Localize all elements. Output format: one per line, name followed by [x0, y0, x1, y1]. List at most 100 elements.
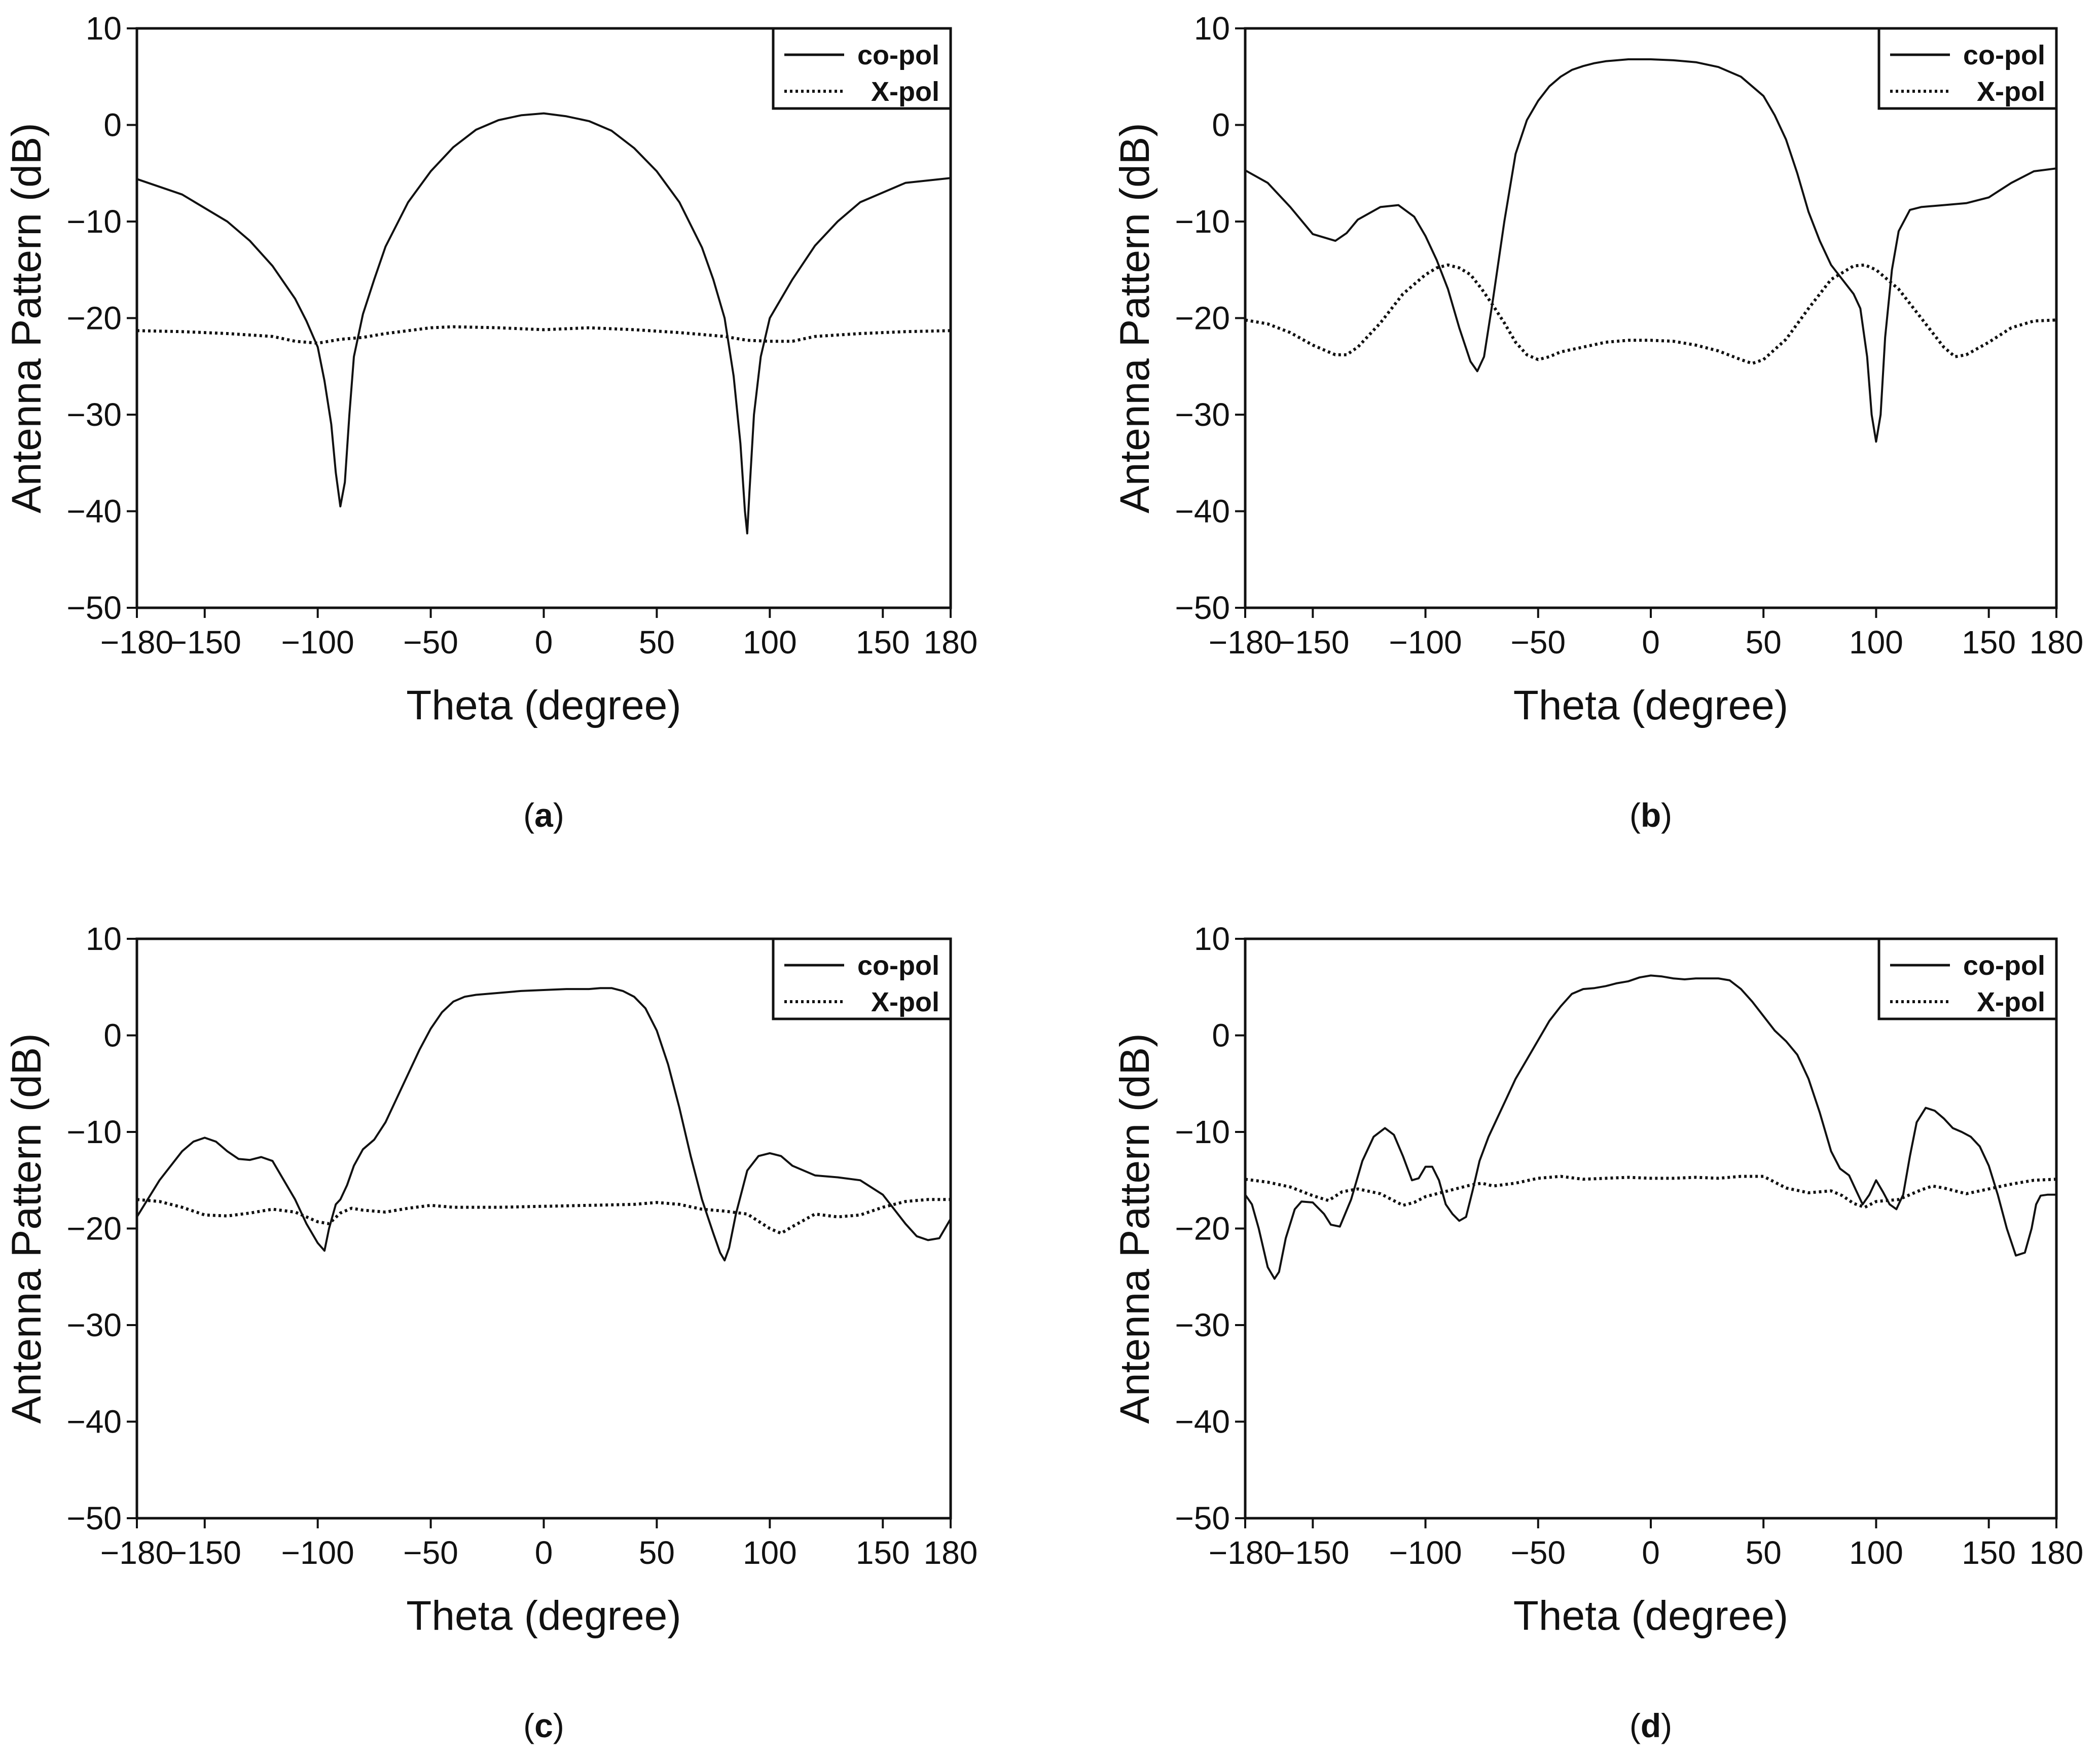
- panel-caption: (a): [523, 796, 564, 834]
- y-tick-label: −30: [66, 396, 122, 433]
- x-tick-label: −150: [1276, 1534, 1349, 1571]
- x-axis-title: Theta (degree): [1513, 1593, 1788, 1639]
- y-tick-label: −20: [1175, 1211, 1230, 1247]
- y-tick-label: −20: [1175, 300, 1230, 337]
- x-tick-label: −50: [1510, 624, 1566, 661]
- legend-box: [772, 27, 952, 110]
- x-tick-label: 180: [924, 1534, 978, 1571]
- y-tick-label: −50: [1175, 590, 1230, 626]
- y-tick-label: −50: [66, 590, 122, 626]
- y-tick-label: 0: [103, 107, 122, 143]
- x-tick-label: −50: [403, 624, 458, 661]
- x-tick-label: −100: [1389, 1534, 1462, 1571]
- x-tick-label: 100: [743, 1534, 797, 1571]
- x-tick-label: −50: [1510, 1534, 1566, 1571]
- legend-box: [1877, 937, 2058, 1020]
- x-tick-label: 50: [639, 1534, 675, 1571]
- y-tick-label: −10: [1175, 1114, 1230, 1150]
- series-line-x-pol: [137, 1198, 951, 1235]
- y-tick-label: −40: [1175, 1404, 1230, 1440]
- panel-caption: (b): [1630, 796, 1672, 834]
- x-axis-title: Theta (degree): [406, 682, 681, 728]
- y-tick-label: −30: [1175, 1307, 1230, 1343]
- plot-frame: [1244, 937, 2058, 1520]
- x-tick-label: 150: [1962, 1534, 2016, 1571]
- x-tick-label: −180: [100, 1534, 173, 1571]
- y-tick-label: −30: [1175, 396, 1230, 433]
- legend: co-pol X-pol: [772, 937, 952, 1020]
- legend-label: X-pol: [1977, 77, 2045, 107]
- y-tick-label: −20: [66, 300, 122, 337]
- series-line-x-pol: [1245, 263, 2056, 365]
- x-tick-label: −150: [168, 1534, 241, 1571]
- y-tick-label: 0: [1212, 107, 1230, 143]
- y-tick-label: −40: [66, 1404, 122, 1440]
- x-tick-label: 150: [856, 1534, 910, 1571]
- x-tick-label: 0: [1642, 1534, 1660, 1571]
- series-group: [137, 112, 951, 535]
- y-tick-label: −50: [66, 1500, 122, 1536]
- x-tick-label: 100: [1849, 624, 1903, 661]
- x-tick-label: 150: [856, 624, 910, 661]
- series-line-co-pol: [137, 112, 951, 535]
- y-axis-title: Antenna Pattern (dB): [1112, 1033, 1158, 1423]
- y-tick-label: −10: [66, 1114, 122, 1150]
- series-group: [137, 987, 951, 1262]
- x-tick-label: −150: [168, 624, 241, 661]
- legend-box: [772, 937, 952, 1020]
- x-tick-label: 0: [1642, 624, 1660, 661]
- x-tick-label: 100: [743, 624, 797, 661]
- legend-label: co-pol: [1963, 950, 2045, 981]
- y-axis-title: Antenna Pattern (dB): [1112, 123, 1158, 513]
- plot-frame: [135, 27, 952, 609]
- legend-label: X-pol: [871, 77, 939, 107]
- y-tick-label: −20: [66, 1211, 122, 1247]
- y-tick-label: 10: [86, 10, 122, 47]
- x-tick-label: −150: [1276, 624, 1349, 661]
- y-tick-label: 0: [1212, 1017, 1230, 1054]
- legend: co-pol X-pol: [1877, 937, 2058, 1020]
- x-tick-label: −100: [1389, 624, 1462, 661]
- plot-frame: [135, 937, 952, 1520]
- y-tick-label: −50: [1175, 1500, 1230, 1536]
- plot-frame: [1244, 27, 2058, 609]
- y-tick-label: 10: [1194, 921, 1230, 957]
- x-tick-label: 100: [1849, 1534, 1903, 1571]
- x-tick-label: −180: [1209, 1534, 1282, 1571]
- y-tick-label: 10: [1194, 10, 1230, 47]
- x-tick-label: 150: [1962, 624, 2016, 661]
- panel-caption: (c): [523, 1707, 564, 1744]
- series-group: [1245, 58, 2056, 443]
- panel-caption: (d): [1630, 1707, 1672, 1744]
- x-tick-label: 50: [639, 624, 675, 661]
- legend: co-pol X-pol: [772, 27, 952, 110]
- x-axis-title: Theta (degree): [406, 1593, 681, 1639]
- x-tick-label: 0: [535, 624, 553, 661]
- series-line-co-pol: [1245, 974, 2056, 1280]
- x-tick-label: 180: [2030, 624, 2084, 661]
- series-line-x-pol: [137, 325, 951, 345]
- legend-label: co-pol: [1963, 40, 2045, 70]
- legend-label: co-pol: [857, 40, 939, 70]
- series-line-x-pol: [1245, 1175, 2056, 1209]
- x-axis-title: Theta (degree): [1513, 682, 1788, 728]
- y-tick-label: −10: [66, 203, 122, 240]
- series-group: [1245, 974, 2056, 1280]
- series-line-co-pol: [137, 987, 951, 1262]
- x-tick-label: −50: [403, 1534, 458, 1571]
- x-tick-label: 180: [2030, 1534, 2084, 1571]
- y-axis-title: Antenna Pattern (dB): [4, 123, 50, 513]
- y-tick-label: −10: [1175, 203, 1230, 240]
- x-tick-label: 50: [1746, 624, 1782, 661]
- y-tick-label: −40: [1175, 493, 1230, 530]
- legend-label: X-pol: [871, 987, 939, 1017]
- chart-panel-a: −180−150 −100 −50 0 50 100 150 180100−10−20−30−…: [4, 10, 977, 834]
- chart-panel-c: −180−150 −100 −50 0 50 100 150 180100−10−20−30−…: [4, 921, 977, 1744]
- x-tick-label: −180: [1209, 624, 1282, 661]
- chart-panel-d: −180−150 −100 −50 0 50 100 150 180100−10−20−30−…: [1112, 921, 2083, 1744]
- legend-box: [1877, 27, 2058, 110]
- x-tick-label: −180: [100, 624, 173, 661]
- chart-panel-b: −180−150 −100 −50 0 50 100 150 180100−10−20−30−…: [1112, 10, 2083, 834]
- y-tick-label: 10: [86, 921, 122, 957]
